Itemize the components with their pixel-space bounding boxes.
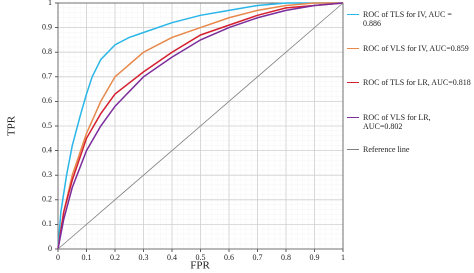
- x-tick-label: 0.7: [253, 253, 263, 262]
- roc-line: [57, 2, 343, 250]
- legend-swatch: [347, 149, 359, 150]
- legend-swatch: [347, 48, 359, 49]
- legend-item: ROC of VLS for IV, AUC=0.859: [347, 44, 471, 53]
- legend-swatch: [347, 117, 359, 118]
- x-tick-label: 1: [341, 253, 345, 262]
- x-tick-label: 0.3: [139, 253, 149, 262]
- legend-swatch: [347, 82, 359, 83]
- roc-line: [57, 2, 344, 250]
- y-tick-label: 0: [48, 244, 52, 253]
- legend-label: ROC of TLS for LR, AUC=0.818: [363, 78, 471, 87]
- y-tick-label: 0.3: [42, 170, 52, 179]
- x-tick-label: 0.1: [82, 253, 92, 262]
- legend-item: ROC of TLS for LR, AUC=0.818: [347, 78, 471, 87]
- legend-item: Reference line: [347, 145, 471, 154]
- roc-line: [57, 2, 344, 250]
- legend-item: ROC of TLS for IV, AUC = 0.886: [347, 10, 471, 28]
- y-tick-label: 0.1: [42, 219, 52, 228]
- legend-label: ROC of TLS for IV, AUC = 0.886: [363, 10, 452, 28]
- y-tick-label: 0.8: [42, 47, 52, 56]
- x-tick-label: 0.8: [281, 253, 291, 262]
- x-axis-label: FPR: [190, 260, 210, 272]
- y-tick-label: 0.9: [42, 22, 52, 31]
- y-tick-label: 0.4: [42, 145, 52, 154]
- legend-label: ROC of VLS for IV, AUC=0.859: [363, 44, 469, 53]
- y-tick-label: 0.5: [42, 121, 52, 130]
- x-tick-label: 0.4: [167, 253, 177, 262]
- y-tick-label: 0.7: [42, 72, 52, 81]
- y-tick-label: 1: [48, 0, 52, 7]
- x-tick-label: 0.5: [196, 253, 206, 262]
- roc-line: [57, 2, 343, 250]
- x-tick-label: 0.2: [110, 253, 120, 262]
- plot-frame: [57, 2, 344, 250]
- x-tick-label: 0.6: [224, 253, 234, 262]
- y-axis-label: TPR: [6, 115, 18, 136]
- roc-line: [57, 2, 344, 250]
- y-tick-label: 0.6: [42, 96, 52, 105]
- y-tick-label: 0.2: [42, 195, 52, 204]
- legend-item: ROC of VLS for LR, AUC=0.802: [347, 113, 471, 131]
- legend-swatch: [347, 14, 359, 15]
- legend-label: ROC of VLS for LR, AUC=0.802: [363, 113, 431, 131]
- legend-label: Reference line: [363, 145, 410, 154]
- x-tick-label: 0: [56, 253, 60, 262]
- x-tick-label: 0.9: [310, 253, 320, 262]
